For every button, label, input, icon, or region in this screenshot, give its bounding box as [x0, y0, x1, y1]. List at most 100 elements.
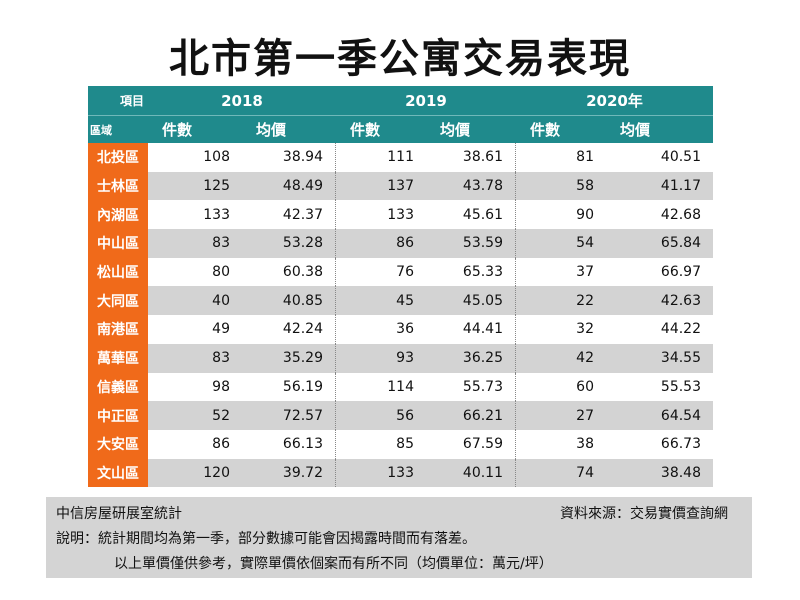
count-cell: 108 — [203, 149, 230, 166]
year-header-2018: 2018 — [221, 91, 263, 110]
item-header: 項目 — [119, 94, 144, 108]
count-cell: 60 — [576, 378, 594, 395]
price-cell: 53.59 — [426, 229, 516, 258]
price-cell: 56.19 — [242, 372, 336, 402]
region-name: 中正區 — [88, 401, 148, 430]
count-cell: 86 — [212, 436, 230, 453]
price-cell: 38.61 — [426, 143, 516, 172]
count-cell: 45 — [336, 286, 426, 316]
table-row: 中正區 52 72.57 56 66.21 27 64.54 — [88, 401, 713, 430]
price-cell: 39.72 — [242, 458, 336, 488]
price-cell: 48.49 — [242, 171, 336, 201]
price-cell: 60.38 — [242, 257, 336, 287]
price-cell: 72.57 — [242, 401, 336, 430]
price-cell: 67.59 — [426, 429, 516, 459]
reference-note: 以上單價僅供參考，實際單價依個案而有所不同（均價單位：萬元/坪） — [114, 556, 553, 572]
count-cell: 56 — [336, 401, 426, 430]
region-name: 大安區 — [88, 429, 148, 459]
table-row: 士林區 125 48.49 137 43.78 58 41.17 — [88, 171, 713, 201]
year-header-2019: 2019 — [405, 91, 447, 110]
price-cell: 45.61 — [426, 200, 516, 230]
table-row: 中山區 83 53.28 86 53.59 54 65.84 — [88, 229, 713, 258]
price-cell: 38.94 — [242, 143, 336, 172]
price-header: 均價 — [620, 121, 651, 139]
region-name: 內湖區 — [88, 200, 148, 230]
count-cell: 83 — [148, 343, 242, 373]
count-cell: 49 — [212, 321, 230, 338]
count-cell: 81 — [576, 149, 594, 166]
table-row: 北投區 108 38.94 111 38.61 81 40.51 — [88, 143, 713, 172]
price-cell: 45.05 — [426, 286, 516, 316]
table-row: 信義區 98 56.19 114 55.73 60 55.53 — [88, 372, 713, 402]
price-cell: 42.24 — [242, 315, 336, 344]
source-note: 資料來源：交易實價查詢網 — [560, 506, 728, 522]
price-cell: 66.73 — [660, 436, 701, 453]
count-cell: 58 — [516, 171, 606, 201]
count-cell: 27 — [516, 401, 606, 430]
count-cell: 38 — [576, 436, 594, 453]
count-cell: 76 — [396, 264, 414, 281]
author-note: 中信房屋研展室統計 — [56, 506, 182, 522]
count-cell: 133 — [203, 206, 230, 223]
count-cell: 120 — [148, 458, 242, 488]
count-cell: 98 — [212, 378, 230, 395]
count-cell: 52 — [148, 401, 242, 430]
price-cell: 40.85 — [242, 286, 336, 316]
region-name: 松山區 — [88, 257, 148, 287]
count-cell: 137 — [336, 171, 426, 201]
price-cell: 64.54 — [606, 401, 713, 430]
price-cell: 36.25 — [426, 343, 516, 373]
price-cell: 40.51 — [660, 149, 701, 166]
price-cell: 42.37 — [242, 200, 336, 230]
price-header: 均價 — [440, 121, 471, 139]
table-row: 萬華區 83 35.29 93 36.25 42 34.55 — [88, 343, 713, 373]
count-cell: 133 — [387, 206, 414, 223]
count-header: 件數 — [350, 121, 381, 139]
table-row: 松山區 80 60.38 76 65.33 37 66.97 — [88, 257, 713, 287]
price-cell: 65.33 — [426, 257, 516, 287]
table-row: 南港區 49 42.24 36 44.41 32 44.22 — [88, 315, 713, 344]
count-cell: 42 — [516, 343, 606, 373]
price-cell: 38.48 — [606, 458, 713, 488]
price-cell: 41.17 — [606, 171, 713, 201]
price-cell: 53.28 — [242, 229, 336, 258]
price-cell: 35.29 — [242, 343, 336, 373]
price-cell: 44.41 — [426, 315, 516, 344]
price-cell: 66.21 — [426, 401, 516, 430]
price-cell: 40.11 — [426, 458, 516, 488]
page-title: 北市第一季公寓交易表現 — [169, 36, 631, 82]
region-name: 文山區 — [88, 458, 148, 488]
region-name: 士林區 — [88, 171, 148, 201]
region-name: 南港區 — [88, 315, 148, 344]
price-cell: 65.84 — [606, 229, 713, 258]
count-header: 件數 — [530, 121, 561, 139]
price-cell: 55.53 — [660, 378, 701, 395]
table-row: 大同區 40 40.85 45 45.05 22 42.63 — [88, 286, 713, 316]
count-cell: 40 — [148, 286, 242, 316]
count-cell: 90 — [576, 206, 594, 223]
table-row: 大安區 86 66.13 85 67.59 38 66.73 — [88, 429, 713, 459]
price-cell: 66.13 — [242, 429, 336, 459]
table-body: 北投區 108 38.94 111 38.61 81 40.51 士林區 125 48.49 137… — [88, 143, 713, 488]
region-name: 萬華區 — [88, 343, 148, 373]
region-name: 信義區 — [88, 372, 148, 402]
count-cell: 83 — [148, 229, 242, 258]
table-row: 內湖區 133 42.37 133 45.61 90 42.68 — [88, 200, 713, 230]
count-cell: 93 — [336, 343, 426, 373]
count-cell: 111 — [387, 149, 414, 166]
notes-box: 中信房屋研展室統計 資料來源：交易實價查詢網 說明：統計期間均為第一季，部分數據… — [46, 497, 752, 578]
price-cell: 34.55 — [606, 343, 713, 373]
year-header-2020: 2020年 — [586, 92, 643, 110]
count-cell: 80 — [212, 264, 230, 281]
explanation-note: 說明：統計期間均為第一季，部分數據可能會因揭露時間而有落差。 — [56, 531, 476, 547]
transaction-table: 項目 2018 2019 2020年 區域 件數 均價 件數 均價 件數 均價 … — [88, 86, 713, 488]
count-cell: 22 — [516, 286, 606, 316]
count-header: 件數 — [162, 121, 193, 139]
count-cell: 85 — [396, 436, 414, 453]
count-cell: 86 — [336, 229, 426, 258]
price-header: 均價 — [256, 121, 287, 139]
count-cell: 74 — [516, 458, 606, 488]
table-row: 文山區 120 39.72 133 40.11 74 38.48 — [88, 458, 713, 488]
count-cell: 37 — [576, 264, 594, 281]
region-header: 區域 — [90, 123, 112, 137]
